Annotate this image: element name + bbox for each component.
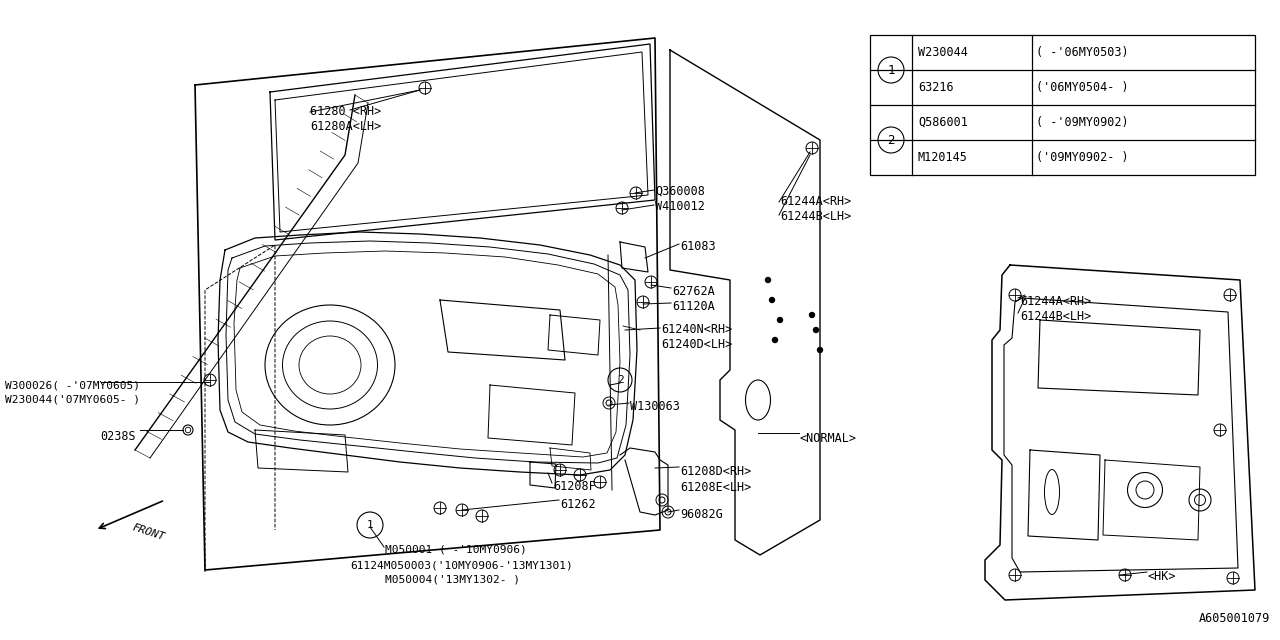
Text: 61244A<RH>: 61244A<RH> <box>780 195 851 208</box>
Circle shape <box>809 312 814 317</box>
Circle shape <box>769 298 774 303</box>
Circle shape <box>773 337 777 342</box>
Text: <HK>: <HK> <box>1148 570 1176 583</box>
Text: 96082G: 96082G <box>680 508 723 521</box>
Text: 0238S: 0238S <box>100 430 136 443</box>
Text: W230044('07MY0605- ): W230044('07MY0605- ) <box>5 395 140 405</box>
Text: ('06MY0504- ): ('06MY0504- ) <box>1036 81 1129 94</box>
Text: <NORMAL>: <NORMAL> <box>800 432 858 445</box>
Circle shape <box>818 348 823 353</box>
Text: ('09MY0902- ): ('09MY0902- ) <box>1036 151 1129 164</box>
Text: 61244B<LH>: 61244B<LH> <box>1020 310 1092 323</box>
Text: ( -'09MY0902): ( -'09MY0902) <box>1036 116 1129 129</box>
Text: 61083: 61083 <box>680 240 716 253</box>
Text: FRONT: FRONT <box>131 522 165 542</box>
Text: M050004('13MY1302- ): M050004('13MY1302- ) <box>385 575 520 585</box>
Text: 61240N<RH>: 61240N<RH> <box>660 323 732 336</box>
Text: W230044: W230044 <box>918 46 968 59</box>
Text: 2: 2 <box>887 134 895 147</box>
Text: 61120A: 61120A <box>672 300 714 313</box>
Text: W410012: W410012 <box>655 200 705 213</box>
Text: W300026( -'07MY0605): W300026( -'07MY0605) <box>5 380 140 390</box>
Text: 61280 <RH>: 61280 <RH> <box>310 105 381 118</box>
Text: 61208F: 61208F <box>553 480 595 493</box>
Circle shape <box>814 328 818 333</box>
Text: M120145: M120145 <box>918 151 968 164</box>
Text: 61208E<LH>: 61208E<LH> <box>680 481 751 494</box>
Text: 63216: 63216 <box>918 81 954 94</box>
Bar <box>870 35 1254 175</box>
Text: 61244B<LH>: 61244B<LH> <box>780 210 851 223</box>
Circle shape <box>765 278 771 282</box>
Text: 1: 1 <box>366 520 374 530</box>
Text: Q360008: Q360008 <box>655 185 705 198</box>
Text: 1: 1 <box>887 63 895 77</box>
Text: 61244A<RH>: 61244A<RH> <box>1020 295 1092 308</box>
Text: 61262: 61262 <box>561 498 595 511</box>
Text: ( -'06MY0503): ( -'06MY0503) <box>1036 46 1129 59</box>
Text: Q586001: Q586001 <box>918 116 968 129</box>
Text: A605001079: A605001079 <box>1199 612 1270 625</box>
Text: 61124M050003('10MY0906-'13MY1301): 61124M050003('10MY0906-'13MY1301) <box>349 560 572 570</box>
Text: 61208D<RH>: 61208D<RH> <box>680 465 751 478</box>
Text: 62762A: 62762A <box>672 285 714 298</box>
Text: 2: 2 <box>617 375 623 385</box>
Text: 61240D<LH>: 61240D<LH> <box>660 338 732 351</box>
Text: W130063: W130063 <box>630 400 680 413</box>
Circle shape <box>777 317 782 323</box>
Text: 61280A<LH>: 61280A<LH> <box>310 120 381 133</box>
Text: M050001 ( -'10MY0906): M050001 ( -'10MY0906) <box>385 545 527 555</box>
